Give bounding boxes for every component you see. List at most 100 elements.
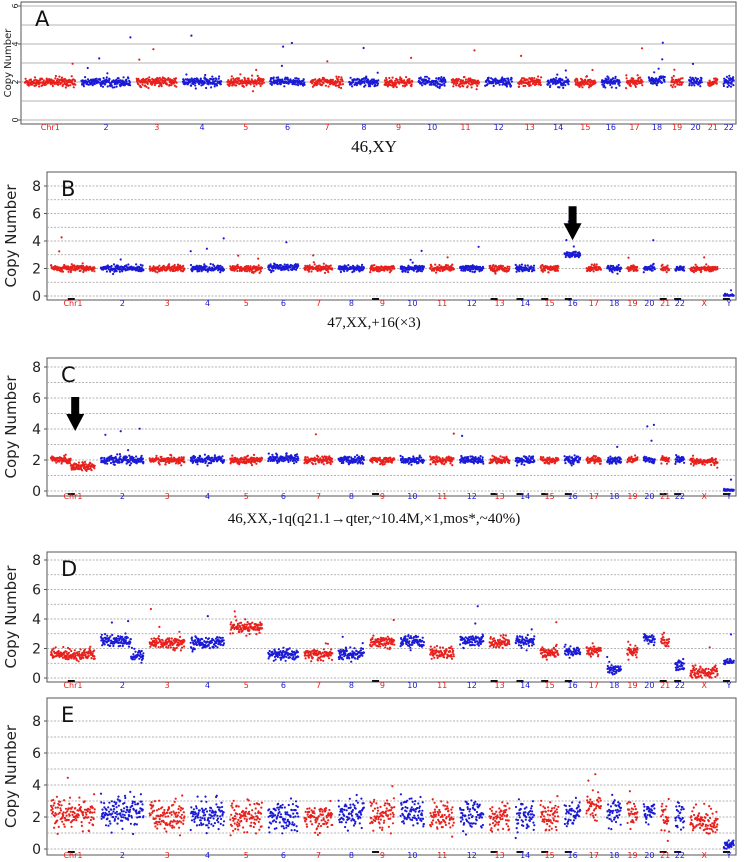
cnv-point [439, 269, 442, 272]
cnv-point [610, 86, 613, 89]
cnv-point [148, 78, 151, 82]
cnv-point [469, 83, 472, 86]
cnv-point [694, 76, 697, 79]
cnv-point [125, 80, 128, 83]
cnv-point [112, 263, 116, 266]
cnv-point [348, 455, 351, 458]
cnv-point [607, 77, 610, 80]
cnv-point [230, 75, 233, 78]
cnv-point [436, 86, 439, 89]
cnv-point [515, 270, 518, 273]
cnv-point [549, 84, 552, 87]
cnv-point [556, 73, 559, 76]
chr-label-4: 4 [205, 299, 210, 308]
cnv-point [591, 68, 594, 72]
cnv-point [539, 266, 543, 269]
cnv-point [730, 82, 733, 85]
cnv-point [393, 458, 396, 461]
cnv-point [180, 464, 183, 467]
cnv-point [105, 78, 108, 81]
chr-label-1: Chr1 [41, 123, 60, 132]
chr-label-8: 8 [349, 299, 354, 308]
cnv-point [147, 86, 150, 90]
cnv-point [330, 457, 334, 460]
chr-label-16: 16 [606, 123, 616, 132]
cnv-point [166, 83, 169, 86]
cnv-point [283, 459, 287, 462]
chr-label-19: 19 [627, 299, 637, 308]
chr-label-1: Chr1 [63, 299, 82, 308]
y-tick-label: 4 [11, 41, 20, 46]
cnv-point [256, 74, 259, 77]
cnv-point [250, 464, 254, 467]
cnv-point [58, 250, 61, 253]
cnv-point [130, 462, 133, 465]
cnv-point [524, 84, 527, 87]
cnv-point [295, 453, 299, 456]
cnv-point [313, 263, 316, 266]
cnv-point [293, 462, 296, 465]
y-tick-label: 4 [32, 234, 41, 250]
cnv-point [258, 80, 261, 83]
chr-label-19: 19 [672, 123, 682, 132]
cnv-point [729, 85, 733, 88]
cnv-point [616, 272, 619, 275]
cnv-point [716, 78, 719, 81]
cnv-point [235, 84, 238, 87]
cnv-point [604, 86, 607, 89]
cnv-point [93, 267, 96, 270]
cnv-point [249, 265, 252, 268]
cnv-point [336, 78, 339, 81]
cnv-point [343, 270, 346, 273]
chr-label-20: 20 [691, 123, 701, 132]
cnv-point [194, 84, 197, 87]
cnv-point [504, 79, 507, 83]
cnv-point [206, 464, 209, 467]
cnv-point [585, 75, 589, 78]
cnv-point [471, 270, 474, 273]
cnv-point [681, 77, 684, 80]
cnv-point [323, 271, 327, 274]
cnv-point [113, 86, 116, 89]
cnv-point [334, 80, 337, 83]
cnv-point [548, 81, 551, 84]
cnv-point [218, 75, 221, 78]
cnv-point [137, 82, 140, 86]
cnv-point [466, 85, 469, 88]
cnv-point [271, 453, 274, 456]
cnv-point [287, 269, 290, 272]
chr-label-9: 9 [396, 123, 401, 132]
cnv-point [307, 270, 310, 273]
cnv-point [128, 464, 131, 467]
cnv-point [442, 76, 446, 79]
cnv-point [503, 77, 506, 81]
cnv-point [314, 433, 317, 436]
cnv-point [93, 82, 96, 86]
cnv-point [125, 78, 128, 81]
cnv-point [196, 463, 199, 466]
cnv-point [654, 82, 657, 85]
cnv-point [510, 77, 513, 80]
cnv-point [636, 269, 639, 272]
cnv-point [60, 76, 64, 79]
cnv-point [93, 467, 96, 470]
cnv-point [725, 75, 729, 78]
chr-label-18: 18 [609, 299, 619, 308]
y-tick-label: 4 [32, 422, 41, 438]
arrow-head [563, 223, 582, 241]
cnv-point [693, 84, 696, 87]
cnv-point [229, 82, 232, 85]
cnv-point [104, 83, 107, 86]
cnv-point [700, 79, 703, 82]
cnv-point [593, 263, 596, 266]
cnv-point [67, 84, 70, 87]
cnv-point [140, 86, 143, 89]
cnv-point [148, 265, 152, 268]
y-tick-label: 6 [32, 391, 41, 407]
cnv-point [308, 264, 311, 267]
cnv-point [532, 264, 536, 267]
cnv-point [189, 80, 192, 83]
cnv-point [311, 85, 314, 88]
